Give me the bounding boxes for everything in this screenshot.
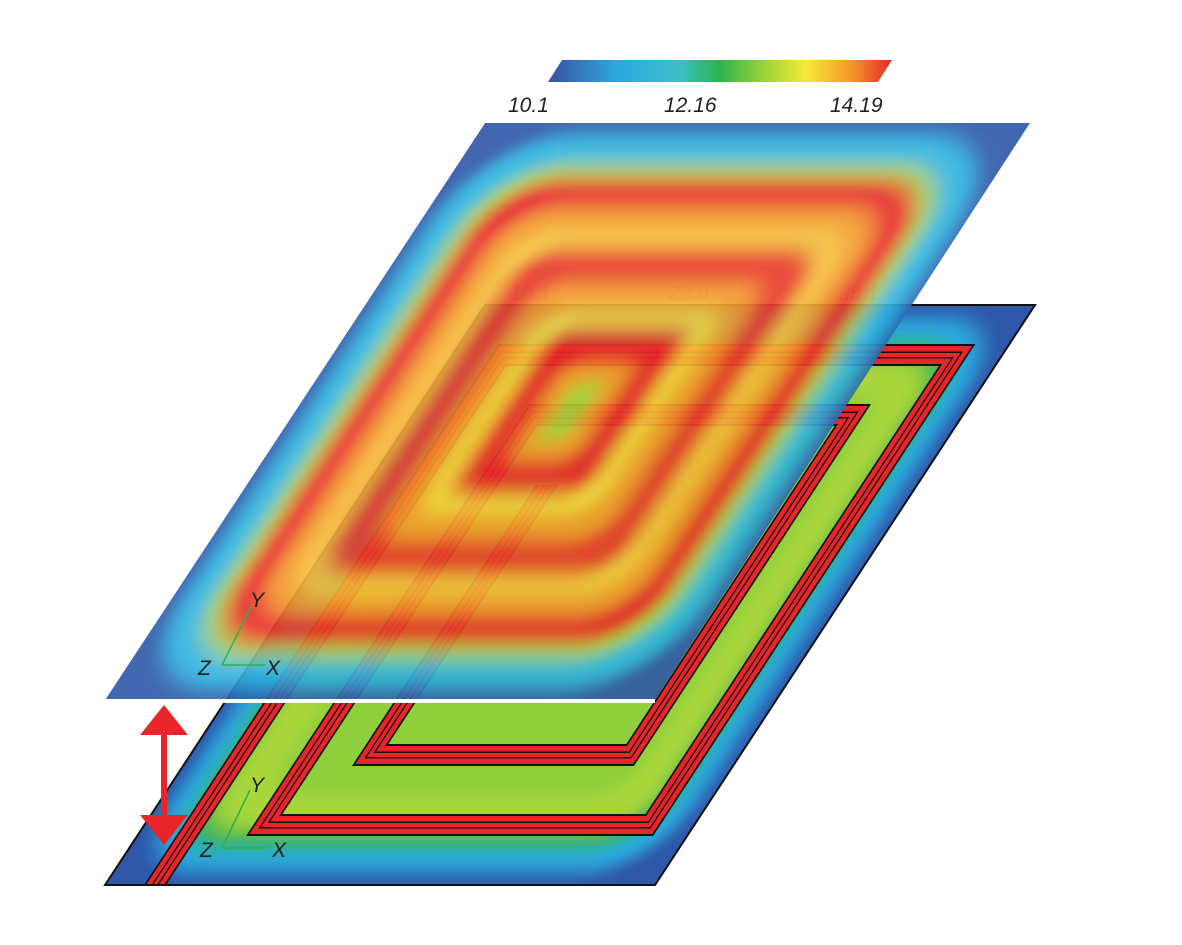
axis-label: X	[265, 657, 281, 680]
colorbar-label: 10.1	[508, 94, 549, 117]
top-axes: Y Z X	[197, 589, 281, 680]
colorbar-label: 12.16	[664, 94, 717, 117]
bottom-axes: Y Z X	[199, 774, 287, 862]
axis-label: Z	[197, 657, 212, 680]
top-plate	[105, 123, 1030, 700]
colorbar	[548, 60, 892, 82]
axis-label: Y	[250, 774, 266, 797]
axis-label: Y	[250, 589, 266, 612]
colorbar-label: 14.19	[830, 94, 883, 117]
axis-label: X	[271, 839, 287, 862]
separation-arrow	[140, 705, 188, 845]
axis-label: Z	[199, 839, 214, 862]
